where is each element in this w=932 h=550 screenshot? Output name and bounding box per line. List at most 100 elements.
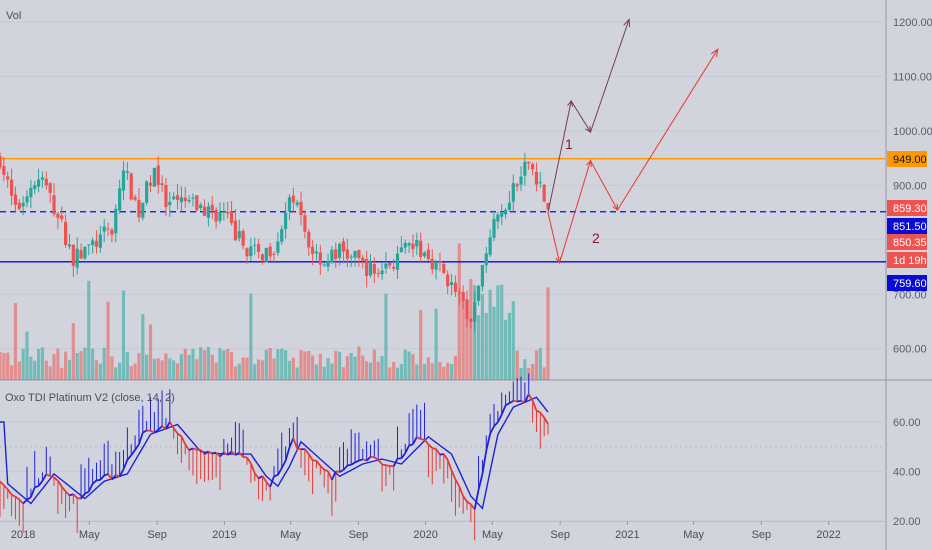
- candle-body: [469, 318, 473, 323]
- time-tick-label: May: [79, 529, 100, 541]
- tdi-fast-segment: [423, 439, 430, 445]
- volume-bar: [503, 319, 508, 380]
- candle-body: [442, 263, 446, 274]
- candle-body: [314, 251, 319, 254]
- volume-bar: [361, 355, 365, 380]
- tdi-fast-segment: [92, 479, 98, 485]
- candle-body: [338, 243, 342, 258]
- tdi-fast-segment: [400, 452, 406, 459]
- candle-body: [434, 261, 438, 270]
- tdi-fast-segment: [153, 429, 159, 434]
- tdi-fast-segment: [111, 474, 117, 481]
- tdi-fast-segment: [288, 437, 295, 448]
- volume-bar: [102, 347, 106, 380]
- tdi-fast-segment: [18, 498, 24, 505]
- candle-body: [500, 212, 504, 217]
- candle-body: [0, 155, 2, 168]
- volume-bar: [179, 354, 183, 380]
- tdi-fast-segment: [22, 499, 28, 505]
- tdi-fast-segment: [207, 450, 213, 455]
- candle-body: [83, 246, 87, 259]
- tdi-fast-segment: [61, 486, 67, 493]
- candle-body: [25, 196, 29, 203]
- volume-bar: [40, 347, 45, 380]
- tdi-fast-segment: [539, 411, 545, 419]
- candle-body: [496, 214, 500, 222]
- price-label-box: [887, 275, 927, 291]
- volume-bar: [195, 359, 199, 380]
- candle-body: [145, 181, 149, 203]
- candle-body: [365, 258, 369, 276]
- candle-body: [519, 176, 523, 185]
- candle-body: [422, 252, 427, 257]
- tdi-fast-segment: [118, 468, 125, 478]
- volume-bar: [287, 360, 292, 380]
- projection-arrows[interactable]: 12: [547, 18, 719, 265]
- volume-bar: [29, 356, 33, 380]
- time-tick-label: Sep: [550, 529, 570, 541]
- time-axis[interactable]: 2018 May Sep 2019 May Sep 2020 May Sep 2021 May Sep…: [11, 521, 841, 541]
- candle-body: [523, 161, 527, 176]
- tdi-fast-segment: [297, 447, 302, 451]
- volume-bar: [530, 363, 535, 380]
- candle-body: [476, 285, 481, 301]
- candle-body: [133, 196, 137, 200]
- tdi-fast-segment: [536, 409, 541, 414]
- candle-body: [195, 195, 199, 211]
- tdi-fast-segment: [215, 451, 221, 458]
- candle-body: [36, 179, 41, 187]
- tdi-fast-segment: [99, 474, 105, 481]
- candle-body: [264, 248, 268, 263]
- candle-body: [299, 201, 303, 215]
- candle-body: [484, 253, 488, 266]
- tdi-fast-segment: [126, 454, 132, 461]
- volume-bar: [461, 293, 465, 380]
- volume-bar: [125, 352, 129, 380]
- volume-bar: [13, 303, 18, 380]
- candle-body: [430, 258, 434, 270]
- volume-bar: [534, 350, 539, 380]
- time-tick-label: May: [280, 529, 301, 541]
- candle-body: [121, 170, 126, 191]
- tdi-fast-segment: [6, 488, 13, 496]
- candle-body: [79, 250, 83, 259]
- tdi-fast-segment: [489, 425, 495, 435]
- indicator-title: Oxo TDI Platinum V2 (close, 14, 2): [5, 392, 175, 404]
- volume-bar: [114, 367, 118, 380]
- tdi-fast-segment: [227, 450, 233, 456]
- tdi-fast-segment: [370, 455, 375, 459]
- candle-body: [260, 254, 265, 261]
- volume-bar: [480, 294, 485, 380]
- volume-bar: [268, 348, 272, 380]
- volume-bar: [199, 347, 203, 380]
- tdi-fast-segment: [96, 479, 101, 482]
- candle-body: [307, 231, 311, 248]
- horizontal-levels[interactable]: [0, 158, 886, 263]
- volume-bar: [25, 331, 29, 380]
- candle-body: [218, 211, 222, 221]
- candle-body: [384, 263, 388, 269]
- price-tick-label: 1100.00: [893, 71, 932, 83]
- volume-bar: [353, 356, 357, 380]
- volume-bar: [141, 314, 145, 380]
- volume-bar: [314, 364, 319, 380]
- candle-body: [530, 164, 535, 170]
- volume-bar: [276, 349, 280, 380]
- volume-bar: [160, 360, 164, 380]
- price-axis[interactable]: 1200.001100.001000.00900.00800.00700.006…: [893, 17, 932, 528]
- volume-bar: [449, 364, 454, 380]
- volume-bar: [133, 363, 137, 380]
- volume-bar: [75, 353, 79, 380]
- volume-bar: [395, 367, 400, 380]
- candle-body: [214, 209, 218, 222]
- candle-body: [399, 247, 403, 253]
- tdi-indicator: [0, 373, 886, 541]
- tdi-fast-segment: [505, 402, 510, 407]
- tdi-fast-segment: [381, 463, 387, 467]
- volume-bar: [399, 364, 403, 380]
- candle-body: [52, 195, 56, 215]
- volume-bar: [507, 312, 512, 380]
- candle-body: [2, 166, 6, 175]
- volume-bar: [384, 293, 388, 380]
